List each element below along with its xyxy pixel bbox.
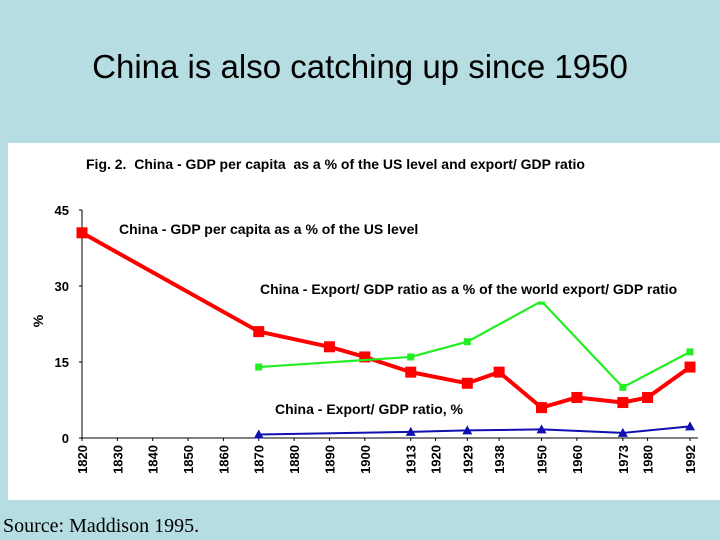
series-1-point-1820 [76,227,88,239]
series-1-point-1890 [323,341,335,353]
series-3-point-1992 [685,421,695,431]
series-2-label-box [255,276,710,302]
series-1-point-1960 [571,391,583,403]
series-1-point-1929 [461,377,473,389]
x-tick-label: 1992 [683,445,698,474]
chart-title: Fig. 2. China - GDP per capita as a % of… [86,156,585,172]
x-tick-label: 1973 [616,445,631,474]
series-2-point-1913 [407,353,415,361]
series-1-point-1870 [253,326,265,338]
x-tick-label: 1830 [110,445,125,474]
x-tick-label: 1920 [428,445,443,474]
series-3-label: China - Export/ GDP ratio, % [275,401,464,417]
series-2-point-1973 [619,383,627,391]
chart-canvas: 0 15 30 45% 1820 1830 1840 1850 1860 1870 1880 1890… [30,203,710,474]
series-2-point-1929 [463,338,471,346]
series-3-point-1973 [617,427,628,437]
x-tick-label: 1840 [146,445,161,474]
x-tick-label: 1929 [460,445,475,474]
x-tick-label: 1938 [492,445,507,474]
y-tick-label: 15 [55,355,69,370]
series-1-point-1900 [359,351,371,363]
series-3-point-1950 [536,424,547,434]
series-1-point-1992 [684,361,696,373]
series-1-point-1938 [493,366,505,378]
series-1-label-box [114,216,458,242]
series-1-point-1950 [536,402,548,414]
series-3-line [258,425,691,436]
series-1-label: China - GDP per capita as a % of the US … [119,221,418,237]
series-1-point-1913 [405,366,417,378]
x-tick-label: 1820 [75,445,90,474]
slide-title: China is also catching up since 1950 [92,48,628,85]
source-note: Source: Maddison 1995. [3,515,200,537]
y-axis-label: % [30,314,46,327]
x-tick-label: 1913 [404,445,419,474]
series-2-point-1870 [255,363,263,371]
x-tick-label: 1880 [287,445,302,474]
x-tick-label: 1980 [641,445,656,474]
x-tick-label: 1850 [181,445,196,474]
series-1-point-1980 [642,391,654,403]
x-tick-label: 1900 [358,445,373,474]
x-tick-label: 1950 [535,445,550,474]
series-2-label: China - Export/ GDP ratio as a % of the … [260,281,677,297]
series-1-point-1973 [617,397,629,409]
series-3-point-1929 [462,425,473,435]
y-tick-label: 45 [55,203,69,218]
y-tick-label: 0 [62,431,69,446]
x-tick-label: 1870 [252,445,267,474]
x-tick-label: 1860 [216,445,231,474]
chart-panel: Fig. 2. China - GDP per capita as a % of… [8,143,720,500]
series-3-label-box [270,396,483,422]
x-tick-label: 1960 [570,445,585,474]
series-1-line [81,231,692,410]
x-tick-label: 1890 [322,445,337,474]
series-3-point-1870 [253,429,264,439]
series-2-point-1992 [686,348,694,356]
y-tick-label: 30 [55,279,69,294]
series-2-line [258,300,691,389]
series-3-point-1913 [405,426,416,436]
